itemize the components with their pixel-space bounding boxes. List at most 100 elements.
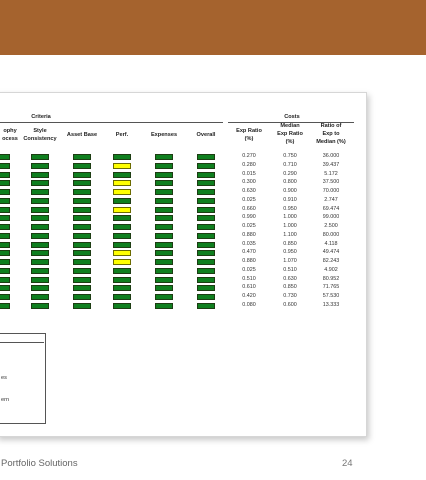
expenses-rating-green bbox=[155, 276, 173, 283]
overall-rating-green bbox=[197, 294, 215, 300]
ratio-cell: 4.118 bbox=[324, 240, 338, 247]
col-overall: Overall bbox=[196, 132, 216, 138]
style-rating-green bbox=[31, 215, 49, 222]
median-cell: 0.630 bbox=[283, 275, 297, 282]
philosophy-rating-green bbox=[0, 276, 10, 283]
overall-rating-green bbox=[197, 162, 215, 169]
asset-base-rating-green bbox=[73, 224, 91, 230]
exp-ratio-cell: 0.420 bbox=[242, 293, 256, 299]
col-exp-ratio-line1: Exp Ratio bbox=[236, 128, 262, 134]
overall-rating-green bbox=[197, 241, 215, 248]
expenses-rating-green bbox=[155, 171, 173, 178]
expenses-rating-green bbox=[155, 162, 173, 169]
philosophy-rating-green bbox=[0, 259, 10, 265]
style-rating-green bbox=[31, 197, 49, 204]
col-style-line2: Consistency bbox=[23, 136, 57, 142]
legend-divider bbox=[0, 342, 44, 343]
overall-rating-green bbox=[197, 189, 215, 195]
expenses-rating-green bbox=[155, 259, 173, 265]
perf-rating-yellow bbox=[113, 250, 131, 257]
ratio-cell: 2.500 bbox=[324, 223, 338, 229]
perf-rating-green bbox=[113, 276, 131, 283]
asset-base-rating-green bbox=[73, 189, 91, 195]
perf-rating-green bbox=[113, 224, 131, 230]
perf-rating-yellow bbox=[113, 189, 131, 195]
perf-rating-green bbox=[113, 154, 131, 160]
ratio-cell: 80.952 bbox=[322, 275, 340, 282]
philosophy-rating-green bbox=[0, 180, 10, 187]
style-rating-green bbox=[31, 232, 49, 239]
perf-rating-green bbox=[113, 171, 131, 178]
perf-rating-green bbox=[113, 232, 131, 239]
criteria-rule bbox=[0, 122, 223, 123]
median-cell: 0.950 bbox=[283, 205, 297, 212]
style-rating-green bbox=[31, 180, 49, 187]
exp-ratio-cell: 0.025 bbox=[242, 266, 256, 273]
exp-ratio-cell: 0.080 bbox=[242, 301, 256, 308]
philosophy-rating-green bbox=[0, 302, 10, 309]
asset-base-rating-green bbox=[73, 154, 91, 160]
style-rating-green bbox=[31, 250, 49, 257]
overall-rating-green bbox=[197, 206, 215, 213]
style-rating-green bbox=[31, 241, 49, 248]
exp-ratio-cell: 0.880 bbox=[242, 231, 256, 238]
exp-ratio-cell: 0.880 bbox=[242, 258, 256, 264]
median-cell: 1.000 bbox=[283, 214, 297, 221]
philosophy-rating-green bbox=[0, 162, 10, 169]
expenses-rating-green bbox=[155, 267, 173, 274]
philosophy-rating-green bbox=[0, 206, 10, 213]
perf-rating-green bbox=[113, 285, 131, 292]
legend-box bbox=[0, 333, 46, 424]
exp-ratio-cell: 0.280 bbox=[242, 161, 256, 168]
expenses-rating-green bbox=[155, 241, 173, 248]
philosophy-rating-green bbox=[0, 232, 10, 239]
perf-rating-green bbox=[113, 241, 131, 248]
asset-base-rating-green bbox=[73, 180, 91, 187]
style-rating-green bbox=[31, 162, 49, 169]
exp-ratio-cell: 0.510 bbox=[242, 275, 256, 282]
median-cell: 0.290 bbox=[283, 170, 297, 177]
perf-rating-yellow bbox=[113, 259, 131, 265]
median-cell: 0.710 bbox=[283, 161, 297, 168]
perf-rating-green bbox=[113, 267, 131, 274]
perf-rating-yellow bbox=[113, 180, 131, 187]
exp-ratio-cell: 0.990 bbox=[242, 214, 256, 221]
exp-ratio-cell: 0.025 bbox=[242, 196, 256, 203]
philosophy-rating-green bbox=[0, 224, 10, 230]
overall-rating-green bbox=[197, 197, 215, 204]
ratio-cell: 70.000 bbox=[322, 188, 340, 194]
philosophy-rating-green bbox=[0, 267, 10, 274]
asset-base-rating-green bbox=[73, 302, 91, 309]
exp-ratio-cell: 0.630 bbox=[242, 188, 256, 194]
overall-rating-green bbox=[197, 267, 215, 274]
philosophy-rating-green bbox=[0, 197, 10, 204]
asset-base-rating-green bbox=[73, 250, 91, 257]
asset-base-rating-green bbox=[73, 294, 91, 300]
overall-rating-green bbox=[197, 154, 215, 160]
overall-rating-green bbox=[197, 259, 215, 265]
median-cell: 0.850 bbox=[283, 240, 297, 247]
exp-ratio-cell: 0.610 bbox=[242, 284, 256, 291]
ratio-cell: 82.243 bbox=[322, 258, 340, 264]
ratio-cell: 80.000 bbox=[322, 231, 340, 238]
expenses-rating-green bbox=[155, 206, 173, 213]
asset-base-rating-green bbox=[73, 241, 91, 248]
median-cell: 0.510 bbox=[283, 266, 297, 273]
ratio-cell: 37.500 bbox=[322, 179, 340, 186]
asset-base-rating-green bbox=[73, 267, 91, 274]
median-cell: 1.100 bbox=[283, 231, 297, 238]
overall-rating-green bbox=[197, 232, 215, 239]
style-rating-green bbox=[31, 302, 49, 309]
criteria-table bbox=[0, 92, 367, 437]
median-cell: 0.800 bbox=[283, 179, 297, 186]
overall-rating-green bbox=[197, 215, 215, 222]
expenses-rating-green bbox=[155, 215, 173, 222]
ratio-cell: 99.000 bbox=[322, 214, 340, 221]
exp-ratio-cell: 0.300 bbox=[242, 179, 256, 186]
exp-ratio-cell: 0.660 bbox=[242, 205, 256, 212]
col-ratio-line1: Ratio of bbox=[320, 123, 342, 129]
style-rating-green bbox=[31, 294, 49, 300]
perf-rating-green bbox=[113, 302, 131, 309]
expenses-rating-green bbox=[155, 197, 173, 204]
header-bar bbox=[0, 0, 426, 55]
